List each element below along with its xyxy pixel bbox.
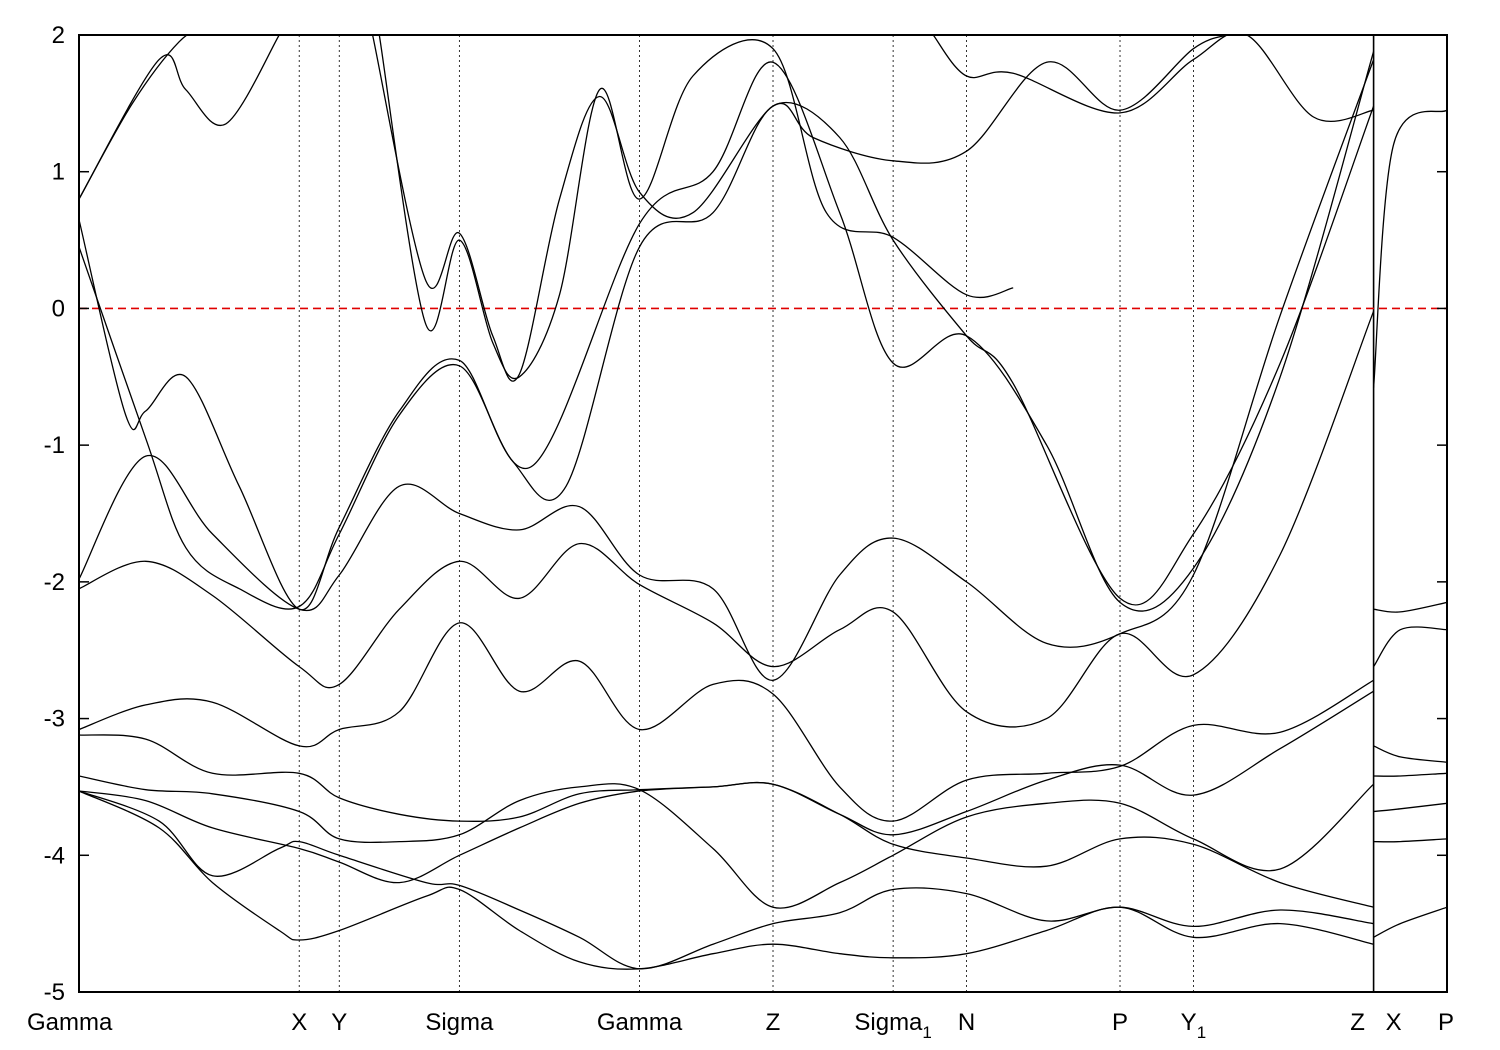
band-20 <box>1373 802 1447 813</box>
kpoint-label-1: X <box>291 1009 307 1036</box>
band-2 <box>79 790 1374 970</box>
band-12 <box>79 35 189 200</box>
band-3 <box>79 781 1374 908</box>
y-tick-label: -3 <box>44 706 65 733</box>
band-6 <box>79 622 1374 822</box>
kpoint-label-2: Y <box>331 1009 347 1036</box>
kpoint-gridlines <box>298 35 1375 992</box>
kpoint-label-9: Y1 <box>1181 1009 1206 1042</box>
band-4 <box>79 775 1375 909</box>
band-1 <box>79 790 1374 970</box>
band-21 <box>1373 838 1447 843</box>
band-13 <box>371 35 1228 382</box>
y-tick-label: -5 <box>44 979 65 1006</box>
band-10 <box>79 51 1375 612</box>
band-curves <box>79 35 1447 970</box>
band-11 <box>79 35 280 200</box>
band-15 <box>932 35 1374 122</box>
x-axis-kpoint-labels: Gamma X Y Sigma Gamma Z Sigma1 N P Y1 Z X P <box>27 1009 1454 1042</box>
kpoint-label-3: Sigma <box>425 1009 494 1036</box>
kpoint-label-7: N <box>958 1009 975 1036</box>
band-19 <box>1373 772 1447 777</box>
y-tick-label: 0 <box>52 295 65 322</box>
y-tick-label: 1 <box>52 159 65 186</box>
kpoint-label-10: Z <box>1350 1009 1365 1036</box>
y-tick-label: -1 <box>44 432 65 459</box>
kpoint-label-6: Sigma1 <box>854 1009 932 1042</box>
band-22 <box>1373 906 1447 938</box>
band-16 <box>1373 626 1447 667</box>
kpoint-label-4: Gamma <box>597 1009 683 1036</box>
band-17 <box>1373 601 1447 613</box>
kpoint-label-8: P <box>1112 1009 1128 1036</box>
y-axis-ticks: -5 -4 -3 -2 -1 0 1 2 <box>44 22 1447 1006</box>
kpoint-label-12: P <box>1438 1009 1454 1036</box>
band-14 <box>378 35 1014 380</box>
band-18 <box>1373 745 1447 763</box>
band-5 <box>79 690 1374 836</box>
band-7 <box>79 310 1375 728</box>
y-tick-label: 2 <box>52 22 65 49</box>
band-9 <box>79 101 1375 610</box>
kpoint-label-0: Gamma <box>27 1009 113 1036</box>
y-tick-label: -2 <box>44 569 65 596</box>
kpoint-label-11: X <box>1386 1009 1402 1036</box>
kpoint-label-5: Z <box>766 1009 781 1036</box>
y-tick-label: -4 <box>44 842 65 869</box>
band-23 <box>1372 109 1447 388</box>
plot-frame <box>78 34 1448 993</box>
